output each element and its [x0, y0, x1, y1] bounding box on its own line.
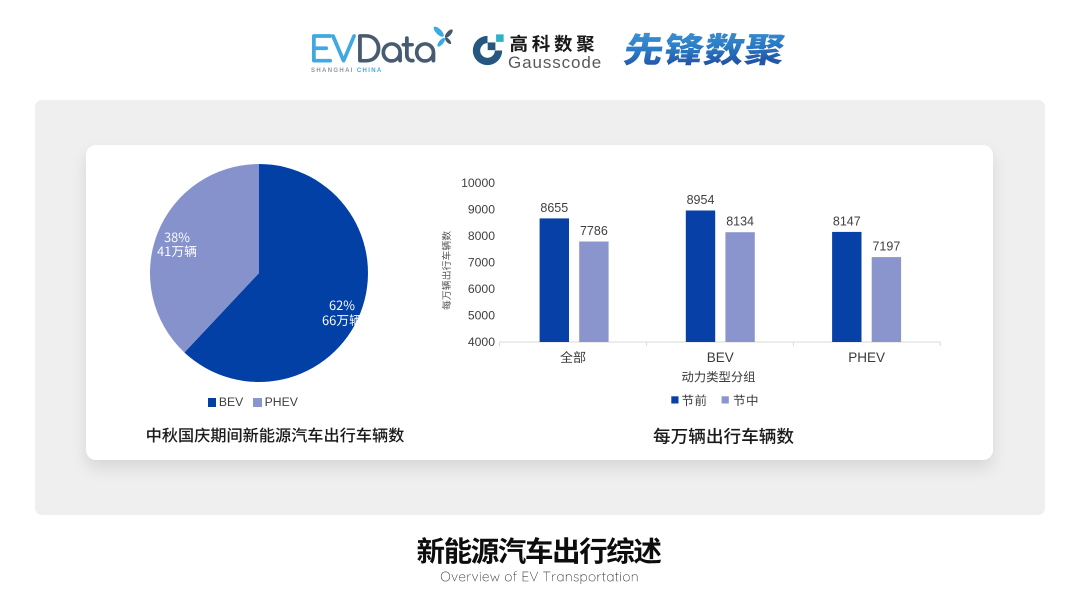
svg-text:6000: 6000: [468, 282, 495, 296]
svg-text:5000: 5000: [468, 309, 495, 323]
svg-text:4000: 4000: [468, 335, 495, 349]
svg-text:8954: 8954: [687, 193, 715, 207]
svg-text:8147: 8147: [833, 214, 861, 228]
svg-text:7197: 7197: [872, 240, 900, 254]
svg-text:8000: 8000: [468, 229, 495, 243]
svg-text:10000: 10000: [461, 176, 495, 190]
svg-text:7000: 7000: [468, 256, 495, 270]
svg-text:8655: 8655: [540, 201, 568, 215]
svg-text:BEV: BEV: [707, 350, 734, 365]
svg-text:9000: 9000: [468, 202, 495, 216]
svg-text:PHEV: PHEV: [848, 350, 885, 365]
svg-text:8134: 8134: [726, 215, 754, 229]
svg-text:7786: 7786: [580, 224, 608, 238]
